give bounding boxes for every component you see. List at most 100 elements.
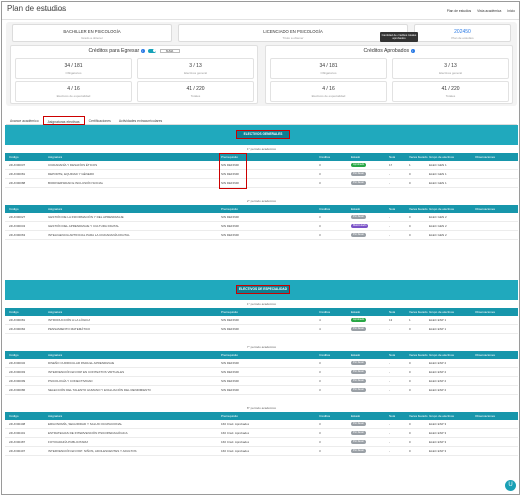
sum-select[interactable]: SUMA bbox=[159, 48, 180, 53]
course-name: ESTRATEGIAS DE INTERVENCIÓN PSICOPEDAGÓG… bbox=[48, 431, 128, 435]
stat-obligatorios: 34 / 181 Obligatorios bbox=[15, 58, 132, 79]
table-row[interactable]: 24UO00063 INTELIGENCIA ARTIFICIAL PARA LA… bbox=[5, 231, 518, 240]
status-badge: Aprobado bbox=[351, 163, 367, 168]
status-badge: Por llevar bbox=[351, 215, 366, 220]
breadcrumb-link-plan[interactable]: Plan de estudios bbox=[446, 9, 472, 13]
course-times: 0 bbox=[409, 422, 411, 426]
column-header: Grupo de electivos bbox=[429, 155, 455, 159]
course-group: ELEC ESP 3 bbox=[429, 422, 447, 426]
table-row[interactable]: 24UO00032 DISEÑO CURRICULAR PARA EL APREN… bbox=[5, 359, 518, 368]
course-grade: - bbox=[389, 215, 390, 219]
stat-value: 41 / 220 bbox=[186, 86, 205, 92]
table-header-row: Código Asignatura Prerrequisito Créditos Est… bbox=[5, 351, 518, 359]
table-row[interactable]: 24UO00497 INTERVENCIÓN EN PAP: NIÑOS, ADO… bbox=[5, 447, 518, 456]
course-name: BIODIVERSIDAD E INCLUSIÓN SOCIAL bbox=[48, 181, 104, 185]
stat-label: Obligatorios bbox=[65, 71, 82, 75]
tab-actividades-extracurriculares[interactable]: Actividades extracurriculares bbox=[118, 119, 163, 123]
course-grade: - bbox=[389, 440, 390, 444]
course-status: Aprobado bbox=[351, 161, 367, 169]
tab-asignaturas-electivas[interactable]: Asignaturas electivas bbox=[42, 116, 85, 125]
table-row[interactable]: 24UO00093 INTERVENCIÓN EN PAP EN CONTEXTO… bbox=[5, 368, 518, 377]
degree-licenciado-sub: Título a obtener bbox=[282, 35, 304, 40]
course-code: 24UO00401 bbox=[9, 431, 26, 435]
column-header: Veces llevado bbox=[409, 353, 428, 357]
course-code: 24UO00497 bbox=[9, 449, 26, 453]
plan-code-sub: Plan de estudios bbox=[451, 36, 474, 40]
table-row[interactable]: 24UO00043 GESTIÓN DEL APRENDIZAJE Y CULTU… bbox=[5, 222, 518, 231]
column-header: Veces llevado bbox=[409, 310, 428, 314]
course-prereq: SIN DEFINIR bbox=[221, 163, 239, 167]
page-header: Plan de estudios Vista académica Plan de… bbox=[2, 2, 519, 20]
course-grade: - bbox=[389, 172, 390, 176]
breadcrumb-link-vista[interactable]: Vista académica bbox=[477, 9, 502, 13]
course-times: 0 bbox=[409, 233, 411, 237]
column-header: Créditos bbox=[319, 310, 331, 314]
column-header: Créditos bbox=[319, 155, 331, 159]
status-badge: Por llevar bbox=[351, 361, 366, 366]
stat-label: Totales bbox=[190, 94, 201, 98]
stat-electivos-especialidad: 4 / 16 Electivos de especialidad bbox=[270, 81, 387, 102]
course-credits: 3 bbox=[319, 215, 321, 219]
column-header: Prerrequisito bbox=[221, 353, 239, 357]
stat-totales: 41 / 220 Totales bbox=[137, 81, 254, 102]
table-row[interactable]: 24UO00088 BIODIVERSIDAD E INCLUSIÓN SOCIA… bbox=[5, 179, 518, 188]
course-prereq: SIN DEFINIR bbox=[221, 361, 239, 365]
course-grade: - bbox=[389, 449, 390, 453]
course-credits: 3 bbox=[319, 233, 321, 237]
degree-bachiller-sub: Grado a obtener bbox=[81, 35, 103, 40]
tab-avance-academico[interactable]: Avance académico bbox=[10, 119, 39, 123]
breadcrumb-link-inicio[interactable]: Inicio bbox=[507, 9, 515, 13]
stat-label: Electivos de especialidad bbox=[311, 94, 346, 98]
table-row[interactable]: 24UO00487 FOTOGRAFÍA PUBLICITARIA 160 Créd… bbox=[5, 438, 518, 447]
table-row[interactable]: 24UO00408 ERGONOMÍA, SEGURIDAD Y SALUD OC… bbox=[5, 420, 518, 429]
course-group: ELEC ESP 2 bbox=[429, 361, 447, 365]
column-header: Observaciones bbox=[475, 353, 496, 357]
stat-value: 41 / 220 bbox=[441, 86, 460, 92]
table-row[interactable]: 24UO00084 PENSAMIENTO MATEMÁTICO SIN DEFIN… bbox=[5, 325, 518, 334]
course-grade: - bbox=[389, 379, 390, 383]
course-prereq: SIN DEFINIR bbox=[221, 181, 239, 185]
table-row[interactable]: 24UO00027 GESTIÓN DE LA INFORMACIÓN Y DEL… bbox=[5, 213, 518, 222]
info-icon[interactable]: i bbox=[140, 48, 145, 53]
course-times: 0 bbox=[409, 379, 411, 383]
table-row[interactable]: 24UO00037 CIUDADANÍA Y DESAFÍOS ÉTICOS SIN… bbox=[5, 161, 518, 170]
course-times: 0 bbox=[409, 449, 411, 453]
stat-obligatorios: 34 / 181 Obligatorios bbox=[270, 58, 387, 79]
table-row[interactable]: 24UO00401 ESTRATEGIAS DE INTERVENCIÓN PSI… bbox=[5, 429, 518, 438]
table-row[interactable]: 24UO00099 PSICOLOGÍA Y CONECTIVIDAD SIN DE… bbox=[5, 377, 518, 386]
section-electivos-especialidad: ELECTIVOS DE ESPECIALIDAD 1° período acad… bbox=[5, 280, 518, 456]
column-header: Asignatura bbox=[48, 414, 63, 418]
column-header: Prerrequisito bbox=[221, 207, 239, 211]
course-status: Por llevar bbox=[351, 386, 366, 394]
table-row[interactable]: 24UO00081 INTRODUCCIÓN A LA LÓGICA SIN DEF… bbox=[5, 316, 518, 325]
course-name: FOTOGRAFÍA PUBLICITARIA bbox=[48, 440, 89, 444]
course-grade: - bbox=[389, 233, 390, 237]
course-code: 24UO00027 bbox=[9, 215, 26, 219]
info-icon[interactable]: i bbox=[410, 48, 415, 53]
course-status: Por llevar bbox=[351, 447, 366, 455]
course-prereq: 160 Créd. Aprobados bbox=[221, 422, 250, 426]
table-row[interactable]: 24UO00086 SELECCIÓN DEL TALENTO HUMANO Y … bbox=[5, 386, 518, 395]
course-credits: 3 bbox=[319, 163, 321, 167]
category-band: ELECTIVOS GENERALES bbox=[5, 125, 518, 145]
table-row[interactable]: 24UO00081 DEPORTE, EQUIDAD Y GÉNERO SIN DE… bbox=[5, 170, 518, 179]
plan-code-card: 202450 Plan de estudios bbox=[414, 24, 511, 42]
course-name: INTRODUCCIÓN A LA LÓGICA bbox=[48, 318, 91, 322]
tab-certificaciones[interactable]: Certificaciones bbox=[88, 119, 111, 123]
sum-toggle[interactable] bbox=[148, 48, 157, 53]
period-label: 1° período académico bbox=[5, 300, 518, 308]
summary-panel: BACHILLER EN PSICOLOGÍA Grado a obtener … bbox=[6, 22, 517, 106]
course-times: 0 bbox=[409, 181, 411, 185]
course-status: Por llevar bbox=[351, 231, 366, 239]
course-name: SELECCIÓN DEL TALENTO HUMANO Y EVALUACIÓ… bbox=[48, 388, 152, 392]
column-header: Nota bbox=[389, 353, 396, 357]
course-credits: 3 bbox=[319, 370, 321, 374]
course-code: 24UO00037 bbox=[9, 163, 26, 167]
course-name: DEPORTE, EQUIDAD Y GÉNERO bbox=[48, 172, 95, 176]
column-header: Observaciones bbox=[475, 310, 496, 314]
course-status: Por llevar bbox=[351, 420, 366, 428]
status-badge: Matriculado bbox=[351, 224, 369, 229]
column-header: Veces llevado bbox=[409, 155, 428, 159]
course-group: ELEC ESP 3 bbox=[429, 449, 447, 453]
course-credits: 4 bbox=[319, 318, 321, 322]
